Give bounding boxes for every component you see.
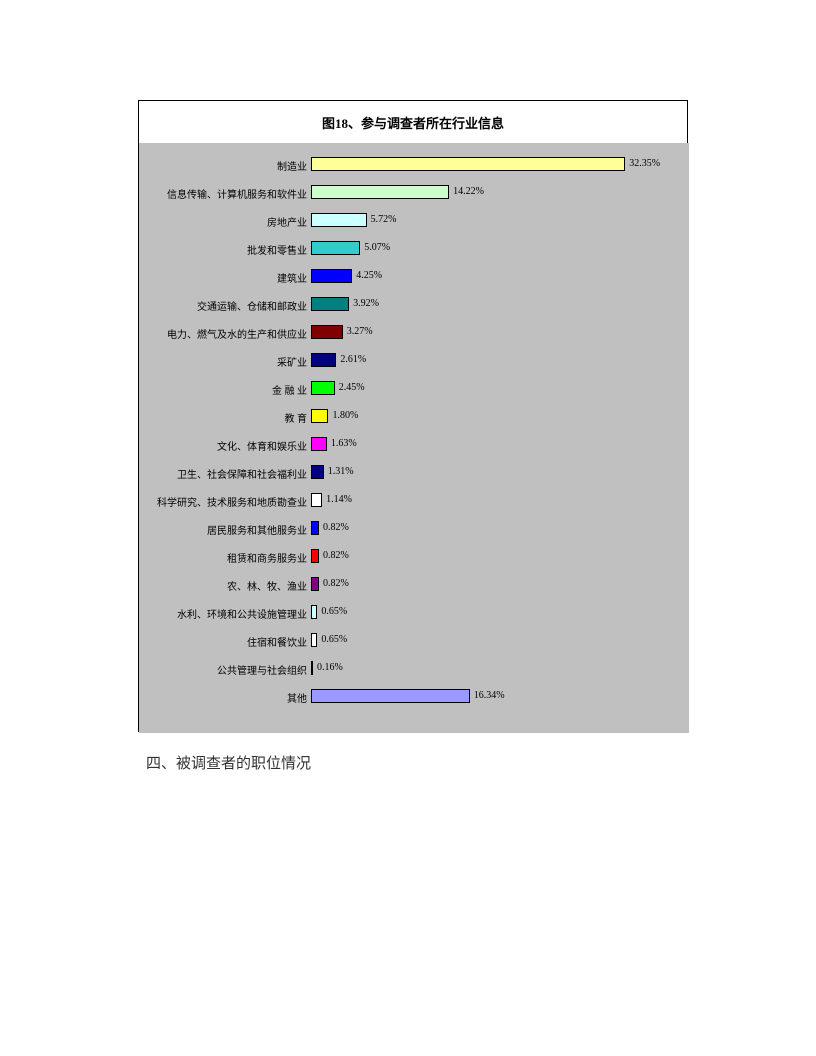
bar-label: 信息传输、计算机服务和软件业 — [167, 186, 307, 201]
bar — [311, 353, 336, 367]
bar — [311, 633, 317, 647]
bar-label: 农、林、牧、渔业 — [227, 578, 307, 593]
bar-label: 其他 — [287, 690, 307, 705]
chart-title: 图18、参与调查者所在行业信息 — [139, 113, 687, 132]
bar — [311, 549, 319, 563]
bar-label: 采矿业 — [277, 354, 307, 369]
bar — [311, 409, 328, 423]
bar — [311, 241, 360, 255]
bar-row: 租赁和商务服务业 0.82% — [139, 549, 689, 563]
bar-row: 教 育 1.80% — [139, 409, 689, 423]
bar-value: 2.61% — [340, 354, 366, 365]
bar — [311, 213, 367, 227]
bar-row: 卫生、社会保障和社会福利业 1.31% — [139, 465, 689, 479]
bar-label: 电力、燃气及水的生产和供应业 — [167, 326, 307, 341]
bar-value: 32.35% — [629, 158, 660, 169]
bar-value: 5.07% — [364, 242, 390, 253]
bar-row: 房地产业 5.72% — [139, 213, 689, 227]
bar-label: 卫生、社会保障和社会福利业 — [177, 466, 307, 481]
bar-value: 0.65% — [321, 606, 347, 617]
bar-value: 1.14% — [326, 494, 352, 505]
bar-value: 14.22% — [453, 186, 484, 197]
bar-label: 金 融 业 — [272, 382, 307, 397]
bar-label: 房地产业 — [267, 214, 307, 229]
bar-value: 2.45% — [339, 382, 365, 393]
bar — [311, 521, 319, 535]
bar-value: 3.27% — [347, 326, 373, 337]
bar-value: 1.80% — [332, 410, 358, 421]
bar-label: 科学研究、技术服务和地质勘查业 — [157, 494, 307, 509]
bar — [311, 157, 625, 171]
bar — [311, 493, 322, 507]
bar — [311, 381, 335, 395]
bar-row: 制造业 32.35% — [139, 157, 689, 171]
bar-label: 文化、体育和娱乐业 — [217, 438, 307, 453]
bar-label: 教 育 — [285, 410, 308, 425]
bar-value: 0.16% — [317, 662, 343, 673]
bar-label: 交通运输、仓储和邮政业 — [197, 298, 307, 313]
bar-value: 3.92% — [353, 298, 379, 309]
bar-value: 5.72% — [371, 214, 397, 225]
bar — [311, 185, 449, 199]
bar-label: 公共管理与社会组织 — [217, 662, 307, 677]
bar-value: 0.82% — [323, 522, 349, 533]
bar-row: 采矿业 2.61% — [139, 353, 689, 367]
bar-value: 0.82% — [323, 578, 349, 589]
bar — [311, 297, 349, 311]
section-heading: 四、被调查者的职位情况 — [146, 752, 311, 773]
bar — [311, 269, 352, 283]
bar-label: 批发和零售业 — [247, 242, 307, 257]
chart-frame: 图18、参与调查者所在行业信息 制造业 32.35% 信息传输、计算机服务和软件业 1… — [138, 100, 688, 732]
bar-label: 制造业 — [277, 158, 307, 173]
bar-row: 文化、体育和娱乐业 1.63% — [139, 437, 689, 451]
bar-row: 电力、燃气及水的生产和供应业 3.27% — [139, 325, 689, 339]
bar-row: 居民服务和其他服务业 0.82% — [139, 521, 689, 535]
bar-value: 1.31% — [328, 466, 354, 477]
bar-row: 交通运输、仓储和邮政业 3.92% — [139, 297, 689, 311]
bar-row: 其他 16.34% — [139, 689, 689, 703]
bar — [311, 661, 313, 675]
bar-value: 4.25% — [356, 270, 382, 281]
bar-row: 水利、环境和公共设施管理业 0.65% — [139, 605, 689, 619]
bar-label: 建筑业 — [277, 270, 307, 285]
bar-row: 科学研究、技术服务和地质勘查业 1.14% — [139, 493, 689, 507]
bar — [311, 465, 324, 479]
bar — [311, 437, 327, 451]
bar-value: 0.65% — [321, 634, 347, 645]
bar-value: 1.63% — [331, 438, 357, 449]
bar-label: 租赁和商务服务业 — [227, 550, 307, 565]
bar-row: 建筑业 4.25% — [139, 269, 689, 283]
bar — [311, 325, 343, 339]
bar-row: 批发和零售业 5.07% — [139, 241, 689, 255]
bar-label: 居民服务和其他服务业 — [207, 522, 307, 537]
bar-row: 金 融 业 2.45% — [139, 381, 689, 395]
bar-row: 住宿和餐饮业 0.65% — [139, 633, 689, 647]
bar-label: 住宿和餐饮业 — [247, 634, 307, 649]
bar-row: 公共管理与社会组织 0.16% — [139, 661, 689, 675]
plot-area: 制造业 32.35% 信息传输、计算机服务和软件业 14.22% 房地产业 5.72% 批发… — [139, 143, 689, 733]
bar — [311, 689, 470, 703]
bar-value: 0.82% — [323, 550, 349, 561]
bar — [311, 605, 317, 619]
bar-label: 水利、环境和公共设施管理业 — [177, 606, 307, 621]
bar-row: 信息传输、计算机服务和软件业 14.22% — [139, 185, 689, 199]
bar-row: 农、林、牧、渔业 0.82% — [139, 577, 689, 591]
bar — [311, 577, 319, 591]
bar-value: 16.34% — [474, 690, 505, 701]
